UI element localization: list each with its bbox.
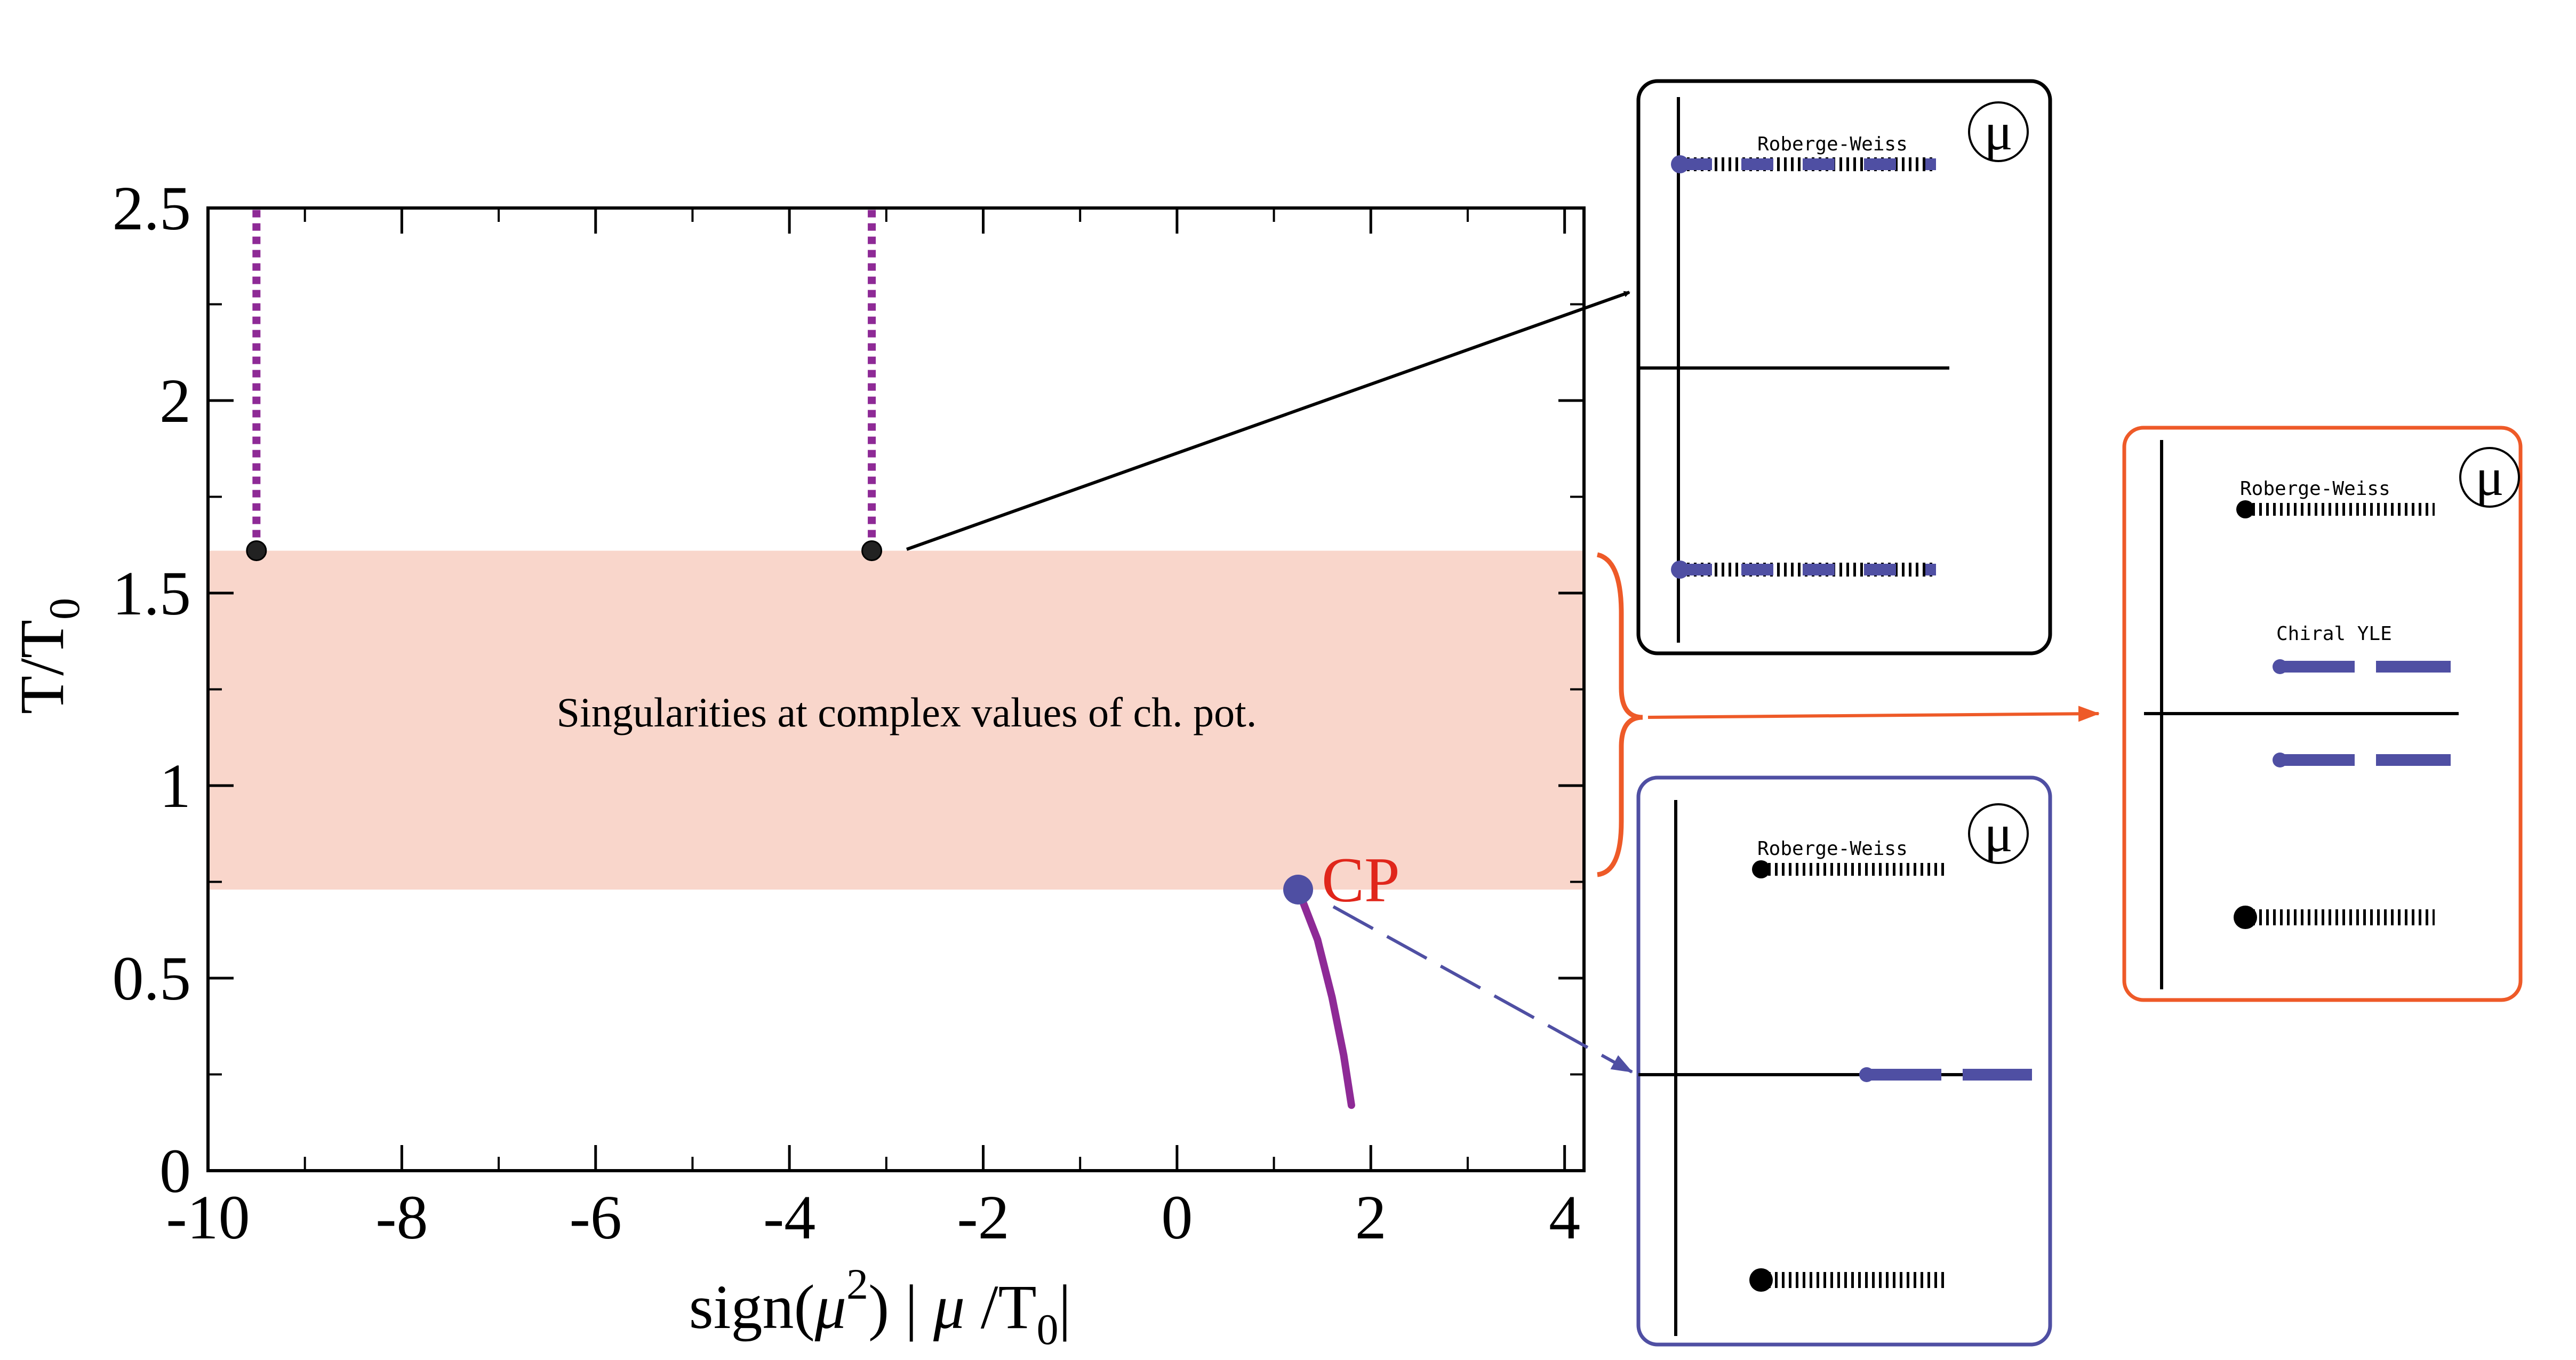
transition-line [1294,885,1355,1109]
x-tick-label: -2 [957,1182,1009,1252]
y-axis-label-sub: 0 [40,598,89,620]
band-label: Singularities at complex values of ch. p… [557,689,1257,735]
inset-top-rw-label: Roberge-Weiss [1757,133,1908,155]
y-tick-label: 1.5 [113,558,191,628]
x-tick-label: -6 [570,1182,622,1252]
arrow-to-top-inset [906,291,1630,551]
x-tick-label: 2 [1355,1182,1387,1252]
x-axis-label-part: sign( [689,1272,815,1342]
x-tick-label: 4 [1549,1182,1580,1252]
inset-right: μ Roberge-Weiss Chiral YLE [2122,426,2523,1002]
y-axis-label: T/T0 [7,598,89,714]
inset-top: μ Roberge-Weiss [1636,79,2052,655]
inset-top-branch-point-lower [1671,561,1689,579]
x-tick-label: -4 [763,1182,815,1252]
x-axis-label-sup: 2 [846,1260,868,1308]
inset-bottom-frame [1636,775,2052,1347]
y-tick-label: 0 [159,1136,191,1206]
x-tick-label: -8 [375,1182,428,1252]
inset-right-yle-upper-point [2273,659,2287,674]
points [246,540,1314,905]
cp-label: CP [1322,844,1400,915]
inset-bottom-branch-point-lower [1749,1268,1773,1292]
x-axis-label-part: /T [965,1272,1036,1342]
arrow-to-bottom-inset [1332,905,1633,1074]
transition-curve [1294,885,1355,1109]
inset-bottom-yle-point [1859,1067,1874,1082]
inset-right-branch-point-lower [2234,906,2257,929]
inset-right-mu-symbol: μ [2475,447,2504,507]
inset-right-rw-label: Roberge-Weiss [2240,478,2390,500]
inset-right-yle-lower-point [2273,753,2287,767]
inset-top-branch-point-upper [1671,155,1689,173]
arrow-to-right-inset [1647,706,2100,722]
inset-right-branch-point-upper [2236,500,2254,518]
x-axis-label-mu: μ [933,1272,965,1342]
band-brace [1596,552,1643,877]
x-tick-label: -10 [166,1182,250,1252]
axis-ticks: -10 -8 -6 -4 -2 0 2 4 0 0.5 1 1.5 2 2.5 [113,173,1584,1252]
singularity-point [246,540,267,562]
y-tick-label: 1 [159,751,191,821]
inset-bottom: μ Roberge-Weiss [1636,775,2052,1347]
y-tick-label: 2.5 [113,173,191,243]
main-plot: Singularities at complex values of ch. p… [7,173,1586,1354]
y-tick-label: 2 [159,366,191,436]
inset-bottom-mu-symbol: μ [1984,804,2013,863]
singularity-point [861,540,883,562]
x-axis-label-part: | [1059,1272,1071,1342]
y-axis-label-part: T/T [7,620,77,714]
x-axis-label-mu: μ [814,1272,846,1342]
inset-right-mu-circle [2459,447,2520,508]
x-axis-label-sub: 0 [1037,1305,1059,1354]
y-tick-label: 0.5 [113,943,191,1013]
dotted-lines [252,208,876,551]
inset-top-mu-circle [1968,101,2029,162]
x-tick-label: 0 [1161,1182,1193,1252]
singularity-band [208,550,1584,890]
inset-bottom-mu-circle [1968,803,2029,864]
inset-right-yle-label: Chiral YLE [2276,623,2392,645]
x-axis-label: sign(μ2) | μ /T0| [689,1260,1071,1354]
inset-top-mu-symbol: μ [1984,102,2013,161]
critical-point [1283,874,1314,905]
inset-bottom-branch-point-upper [1752,860,1770,878]
x-axis-label-part: ) | [868,1272,933,1342]
inset-bottom-rw-label: Roberge-Weiss [1757,838,1908,860]
